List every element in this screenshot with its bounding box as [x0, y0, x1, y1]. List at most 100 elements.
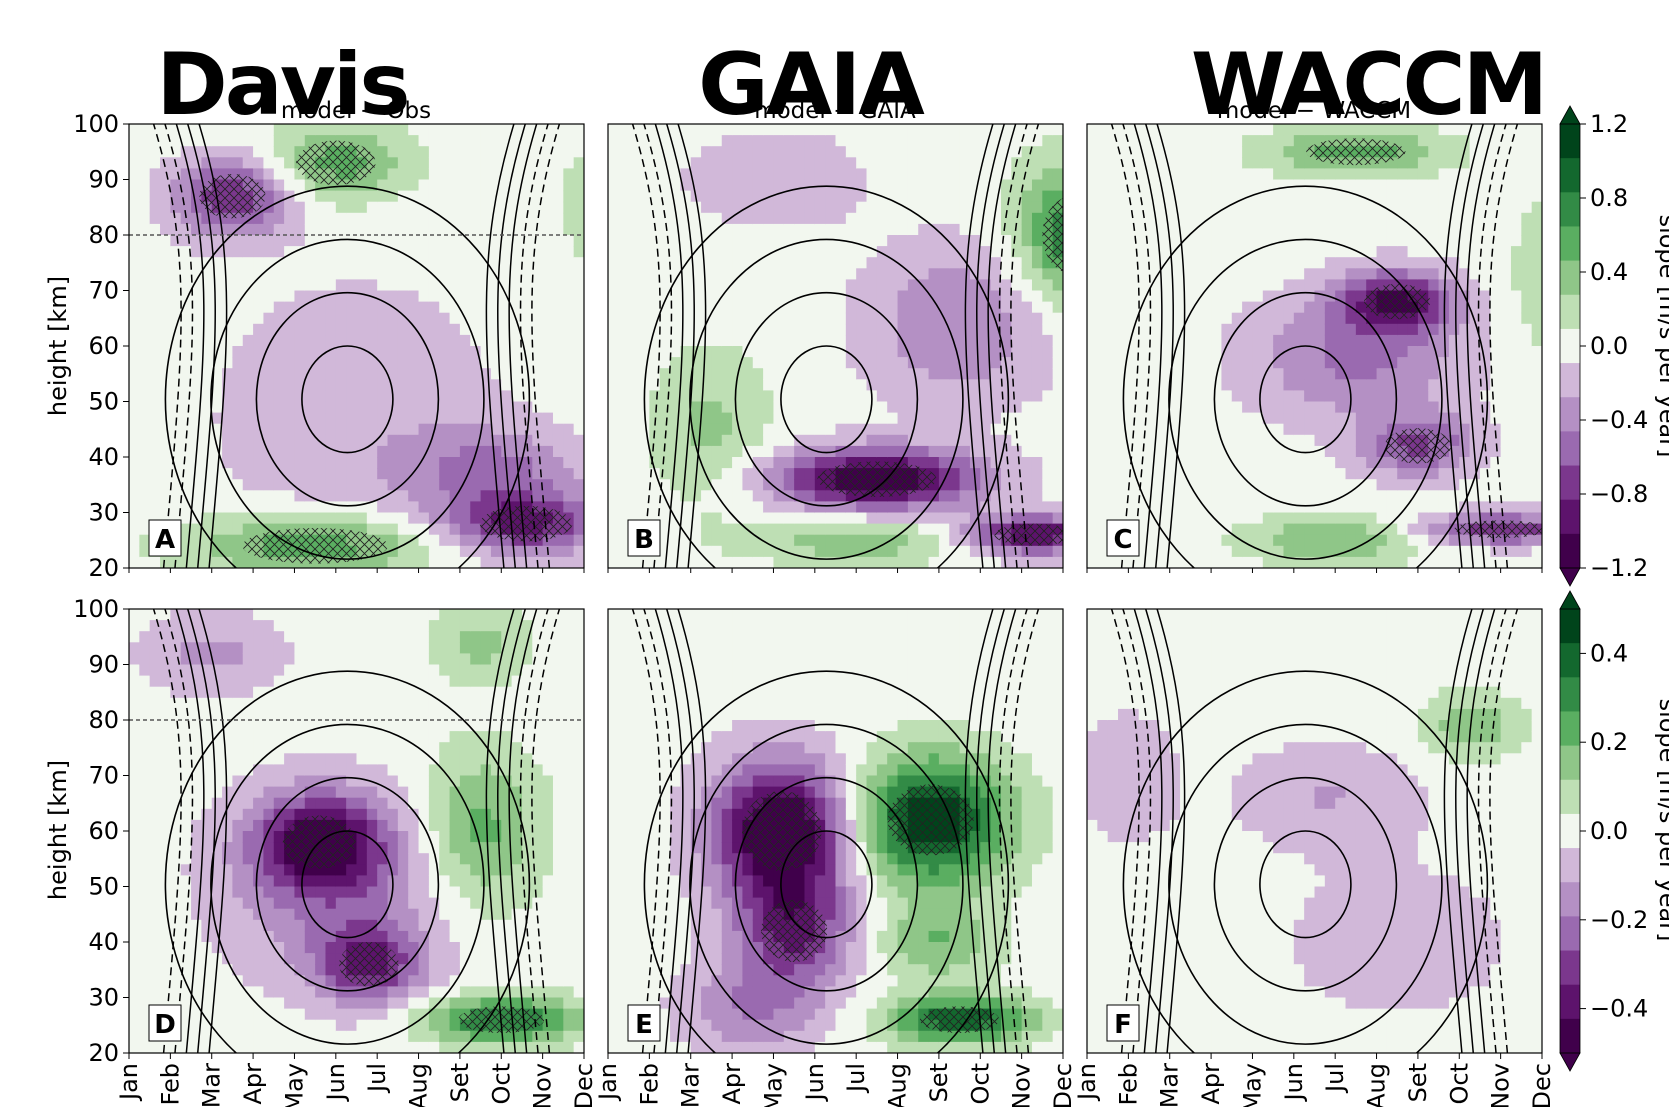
- heatmap-cell: [1397, 190, 1409, 203]
- heatmap-cell: [1386, 257, 1398, 269]
- heatmap-cell: [1200, 124, 1212, 136]
- heatmap-cell: [263, 290, 275, 303]
- heatmap-cell: [521, 479, 533, 491]
- heatmap-cell: [1366, 523, 1378, 536]
- heatmap-cell: [918, 523, 930, 536]
- heatmap-cell: [573, 223, 584, 236]
- heatmap-cell: [1428, 257, 1440, 269]
- heatmap-cell: [1376, 357, 1388, 369]
- heatmap-cell: [1128, 190, 1140, 203]
- heatmap-cell: [1169, 423, 1181, 436]
- heatmap-cell: [1211, 401, 1223, 414]
- heatmap-cell: [1293, 556, 1305, 568]
- heatmap-cell: [573, 246, 584, 258]
- heatmap-cell: [1283, 157, 1295, 169]
- heatmap-cell: [1252, 379, 1264, 391]
- heatmap-cell: [618, 468, 630, 480]
- heatmap-cell: [377, 412, 389, 425]
- heatmap-cell: [887, 512, 899, 525]
- heatmap-cell: [211, 323, 223, 336]
- contour-line: [198, 124, 228, 568]
- heatmap-cell: [1335, 290, 1347, 303]
- heatmap-cell: [1304, 246, 1316, 258]
- heatmap-cell: [139, 468, 151, 480]
- heatmap-cell: [990, 534, 1002, 547]
- heatmap-cell: [721, 346, 733, 358]
- heatmap-cell: [439, 434, 451, 447]
- heatmap-cell: [835, 301, 847, 314]
- heatmap-cell: [949, 357, 961, 369]
- heatmap-cell: [1397, 223, 1409, 236]
- heatmap-cell: [804, 434, 816, 447]
- heatmap-cell: [1190, 235, 1202, 247]
- heatmap-cell: [649, 279, 661, 292]
- y-tick-label: 30: [88, 499, 119, 527]
- heatmap-cell: [1242, 223, 1254, 236]
- heatmap-cell: [1159, 468, 1171, 480]
- heatmap-cell: [1345, 357, 1357, 369]
- heatmap-cell: [1293, 168, 1305, 181]
- heatmap-cell: [315, 268, 327, 280]
- heatmap-cell: [659, 434, 671, 447]
- heatmap-cell: [1304, 556, 1316, 568]
- heatmap-cell: [835, 379, 847, 391]
- heatmap-cell: [804, 468, 816, 480]
- heatmap-cell: [408, 212, 420, 225]
- heatmap-cell: [1324, 545, 1336, 558]
- heatmap-cell: [1011, 135, 1023, 147]
- heatmap-cell: [1428, 468, 1440, 480]
- heatmap-cell: [129, 479, 140, 491]
- heatmap-cell: [335, 124, 347, 136]
- heatmap-cell: [825, 146, 837, 158]
- heatmap-cell: [1304, 212, 1316, 225]
- heatmap-cell: [335, 468, 347, 480]
- heatmap-cell: [480, 423, 492, 436]
- heatmap-cell: [814, 201, 826, 214]
- heatmap-cell: [211, 257, 223, 269]
- heatmap-cell: [366, 223, 378, 236]
- heatmap-cell: [1397, 534, 1409, 547]
- heatmap-cell: [918, 445, 930, 458]
- heatmap-cell: [1180, 357, 1192, 369]
- heatmap-cell: [428, 379, 440, 391]
- heatmap-cell: [1283, 457, 1295, 469]
- heatmap-cell: [876, 401, 888, 414]
- heatmap-cell: [1211, 545, 1223, 558]
- heatmap-cell: [1231, 201, 1243, 214]
- heatmap-cell: [887, 523, 899, 536]
- heatmap-cell: [1180, 246, 1192, 258]
- heatmap-cell: [938, 334, 950, 347]
- heatmap-cell: [490, 223, 502, 236]
- heatmap-cell: [1118, 235, 1129, 247]
- heatmap-cell: [690, 445, 702, 458]
- heatmap-cell: [690, 179, 702, 192]
- heatmap-cell: [335, 201, 347, 214]
- heatmap-cell: [721, 279, 733, 292]
- heatmap-cell: [1211, 445, 1223, 458]
- heatmap-cell: [1221, 401, 1233, 414]
- heatmap-cell: [1000, 479, 1012, 491]
- heatmap-cell: [397, 135, 409, 147]
- heatmap-cell: [1000, 445, 1012, 458]
- heatmap-cell: [1273, 534, 1285, 547]
- heatmap-cell: [1242, 457, 1254, 469]
- heatmap-cell: [1000, 334, 1012, 347]
- heatmap-cell: [1376, 545, 1388, 558]
- heatmap-cell: [573, 346, 584, 358]
- heatmap-cell: [918, 457, 930, 469]
- heatmap-cell: [263, 423, 275, 436]
- heatmap-cell: [253, 301, 265, 314]
- heatmap-cell: [783, 279, 795, 292]
- heatmap-cell: [649, 368, 661, 380]
- heatmap-cell: [794, 401, 806, 414]
- heatmap-cell: [639, 312, 650, 325]
- heatmap-cell: [1376, 401, 1388, 414]
- heatmap-cell: [711, 512, 723, 525]
- heatmap-cell: [1397, 457, 1409, 469]
- heatmap-cell: [752, 124, 764, 136]
- heatmap-cell: [907, 401, 919, 414]
- heatmap-cell: [1011, 124, 1023, 136]
- heatmap-cell: [1273, 124, 1285, 136]
- heatmap-cell: [149, 357, 161, 369]
- heatmap-cell: [918, 545, 930, 558]
